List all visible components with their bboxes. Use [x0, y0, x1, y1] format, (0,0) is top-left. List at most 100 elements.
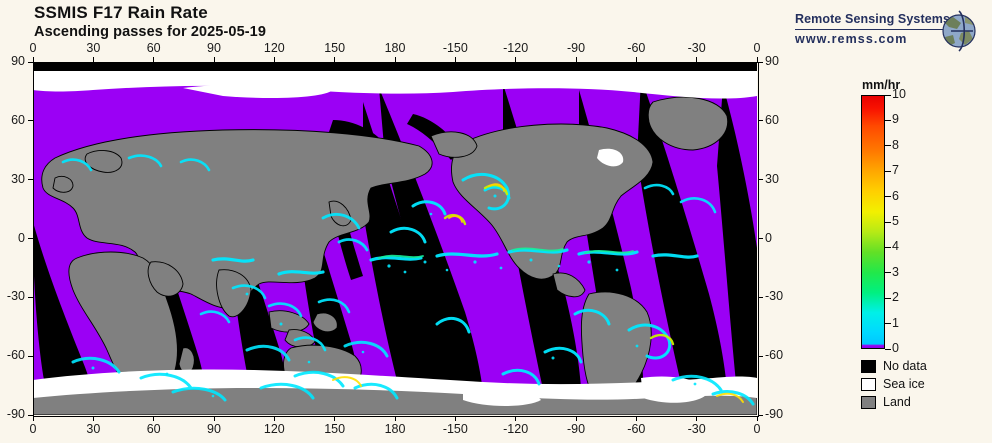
lon-tick-mark — [153, 57, 155, 62]
lat-tick-mark — [28, 355, 33, 357]
lon-tick-label-top: 150 — [324, 41, 346, 55]
lat-tick-mark — [758, 179, 763, 181]
lat-tick-label-right: 30 — [765, 171, 779, 186]
lon-tick-label-bottom: 180 — [384, 422, 406, 436]
lat-tick-mark — [28, 296, 33, 298]
lat-tick-label-left: 60 — [11, 112, 25, 127]
lon-tick-label-bottom: 150 — [324, 422, 346, 436]
lon-tick-label-top: -90 — [566, 41, 586, 55]
lon-tick-label-bottom: 30 — [86, 422, 101, 436]
lon-tick-label-top: 60 — [146, 41, 161, 55]
lon-tick-label-top: -30 — [687, 41, 706, 55]
lon-tick-mark — [454, 416, 456, 421]
colorbar-tick-label: 4 — [892, 239, 899, 254]
lon-tick-mark — [394, 416, 396, 421]
lat-tick-mark — [758, 238, 763, 239]
lon-tick-mark — [32, 416, 34, 421]
lon-tick-label-bottom: -60 — [627, 422, 646, 436]
lon-tick-label-top: 180 — [384, 41, 406, 55]
lon-tick-mark — [92, 57, 94, 62]
lat-tick-mark — [758, 120, 763, 122]
legend-sea-ice-swatch — [861, 377, 876, 391]
legend-land: Land — [861, 393, 981, 411]
rain-rate-colorbar[interactable] — [861, 95, 885, 349]
colorbar-tick-label: 8 — [892, 137, 899, 152]
sea-ice-layer — [33, 71, 757, 406]
remss-logo[interactable]: Remote Sensing Systems www.remss.com — [795, 10, 980, 56]
lat-tick-label-left: 30 — [11, 171, 25, 186]
lon-tick-mark — [696, 57, 698, 62]
colorbar-tick-mark — [885, 94, 891, 96]
colorbar-tick-mark — [885, 221, 891, 223]
colorbar-tick-mark — [885, 246, 891, 248]
lat-tick-label-left: 90 — [11, 54, 25, 68]
lat-tick-mark — [758, 296, 763, 298]
legend-sea-ice-label: Sea ice — [883, 377, 925, 391]
lon-tick-mark — [756, 416, 758, 421]
lon-tick-label-top: -60 — [627, 41, 646, 55]
legend-no-data-label: No data — [883, 359, 927, 373]
map-legend: No data Sea ice Land — [861, 357, 981, 411]
lon-tick-label-bottom: 0 — [29, 422, 37, 436]
lon-tick-label-top: 30 — [86, 41, 101, 55]
lon-tick-mark — [635, 416, 637, 421]
lat-tick-mark — [28, 238, 33, 239]
world-rain-rate-map[interactable] — [33, 62, 757, 415]
lat-tick-mark — [28, 61, 33, 63]
lat-tick-label-right: 60 — [765, 112, 779, 127]
colorbar-tick-label: 1 — [892, 315, 899, 330]
colorbar-tick-label: 10 — [892, 87, 906, 101]
lat-tick-label-left: 0 — [18, 230, 25, 245]
colorbar-tick-label: 0 — [892, 341, 899, 355]
lon-tick-label-bottom: 0 — [753, 422, 761, 436]
lon-tick-mark — [334, 57, 336, 62]
colorbar-tick-label: 9 — [892, 112, 899, 127]
lon-tick-label-top: -120 — [503, 41, 529, 55]
legend-land-swatch — [861, 395, 876, 409]
lon-tick-mark — [515, 416, 517, 421]
lon-tick-mark — [92, 416, 94, 421]
lon-tick-mark — [575, 57, 577, 62]
colorbar-tick-mark — [885, 348, 891, 350]
logo-website-url: www.remss.com — [795, 32, 908, 46]
lon-tick-mark — [213, 57, 215, 62]
lon-tick-mark — [394, 57, 396, 62]
lon-tick-label-top: 0 — [29, 41, 37, 55]
colorbar-tick-label: 7 — [892, 163, 899, 178]
legend-no-data-swatch — [861, 359, 876, 373]
lon-tick-mark — [32, 57, 34, 62]
lon-tick-mark — [756, 57, 758, 62]
colorbar-tick-mark — [885, 272, 891, 274]
lat-tick-label-left: -30 — [6, 289, 25, 304]
lat-tick-label-left: -60 — [6, 348, 25, 363]
lon-tick-mark — [635, 57, 637, 62]
lon-tick-mark — [153, 416, 155, 421]
page-subtitle: Ascending passes for 2025-05-19 — [34, 24, 266, 40]
lon-tick-mark — [273, 416, 275, 421]
lat-tick-mark — [28, 179, 33, 181]
legend-land-label: Land — [883, 395, 911, 409]
lon-tick-label-top: 90 — [207, 41, 221, 55]
colorbar-tick-label: 2 — [892, 290, 899, 305]
legend-sea-ice: Sea ice — [861, 375, 981, 393]
lon-tick-label-bottom: -120 — [503, 422, 529, 436]
lon-tick-mark — [454, 57, 456, 62]
logo-company-name: Remote Sensing Systems — [795, 12, 951, 26]
lat-tick-label-right: 90 — [765, 54, 779, 68]
colorbar-tick-mark — [885, 323, 891, 325]
lon-tick-label-bottom: 60 — [146, 422, 161, 436]
lon-tick-label-bottom: -30 — [687, 422, 706, 436]
lat-tick-mark — [758, 61, 763, 63]
colorbar-tick-mark — [885, 145, 891, 147]
colorbar-units-label: mm/hr — [862, 78, 901, 92]
lon-tick-label-bottom: 90 — [207, 422, 221, 436]
lon-tick-mark — [213, 416, 215, 421]
lon-tick-label-top: -150 — [442, 41, 468, 55]
logo-divider — [795, 29, 947, 30]
page-title: SSMIS F17 Rain Rate — [34, 3, 208, 22]
lat-tick-mark — [28, 120, 33, 122]
colorbar-tick-mark — [885, 119, 891, 121]
colorbar-tick-label: 6 — [892, 188, 899, 203]
lat-tick-mark — [28, 414, 33, 416]
